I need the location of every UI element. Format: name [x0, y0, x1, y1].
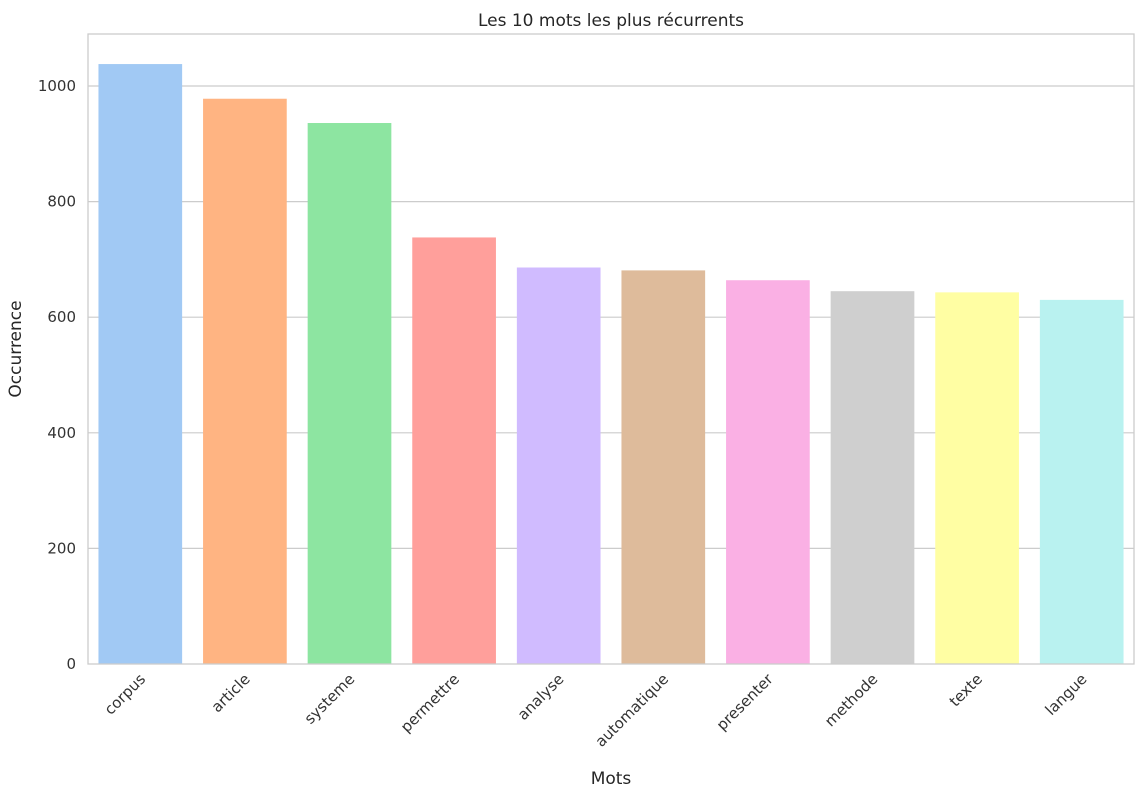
bar-langue — [1039, 299, 1124, 664]
y-tick-labels: 0 200 400 600 800 1000 — [38, 77, 76, 673]
bar-article — [203, 98, 287, 664]
bar-corpus — [98, 64, 183, 664]
y-axis-label: Occurrence — [6, 300, 26, 397]
plot-frame — [87, 33, 1135, 665]
bar-texte — [935, 292, 1019, 664]
y-tick-label: 800 — [47, 193, 76, 211]
x-tick-label: langue — [1042, 670, 1091, 719]
x-tick-label: methode — [821, 670, 881, 730]
x-tick-label: article — [208, 670, 254, 716]
y-tick-label: 200 — [47, 539, 76, 557]
x-tick-label: systeme — [301, 670, 359, 728]
bar-automatique — [621, 270, 706, 664]
x-tick-label: presenter — [713, 670, 778, 735]
x-axis-label: Mots — [591, 769, 632, 789]
y-tick-label: 600 — [47, 308, 76, 326]
bar-presenter — [726, 280, 810, 664]
bar-analyse — [516, 267, 601, 664]
bar-systeme — [307, 123, 392, 665]
y-tick-label: 0 — [66, 655, 76, 673]
y-tick-label: 400 — [47, 424, 76, 442]
bar-methode — [830, 291, 915, 664]
x-tick-labels: corpus article systeme permettre analyse auto… — [101, 670, 1091, 751]
bar-permettre — [412, 237, 496, 665]
x-tick-label: analyse — [514, 670, 568, 724]
x-tick-label: texte — [946, 670, 986, 710]
x-tick-label: automatique — [592, 670, 673, 751]
y-tick-label: 1000 — [38, 77, 76, 95]
x-tick-label: permettre — [397, 670, 463, 736]
x-tick-label: corpus — [101, 670, 150, 719]
bars — [98, 64, 1124, 665]
chart-title: Les 10 mots les plus récurrents — [478, 11, 744, 31]
